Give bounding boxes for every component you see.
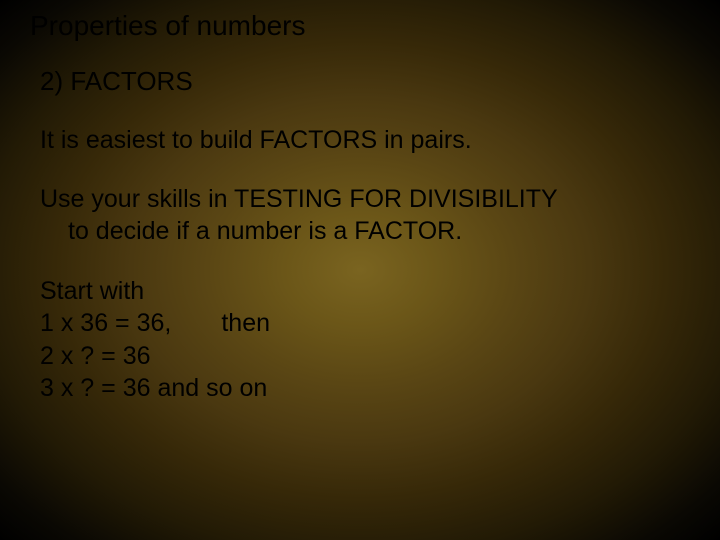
paragraph-2: Use your skills in TESTING FOR DIVISIBIL… (40, 184, 690, 247)
slide-title: Properties of numbers (30, 10, 690, 42)
slide-content: 2) FACTORS It is easiest to build FACTOR… (30, 66, 690, 405)
section-heading: 2) FACTORS (40, 66, 690, 97)
example-line-3: 2 x ? = 36 (40, 340, 690, 373)
example-line-2b: then (221, 309, 270, 337)
paragraph-1: It is easiest to build FACTORS in pairs. (40, 125, 690, 156)
slide: Properties of numbers 2) FACTORS It is e… (0, 0, 720, 540)
example-line-2a: 1 x 36 = 36, (40, 309, 171, 337)
paragraph-2-line2: to decide if a number is a FACTOR. (40, 216, 690, 247)
example-line-2: 1 x 36 = 36, then (40, 307, 690, 340)
paragraph-2-line1: Use your skills in TESTING FOR DIVISIBIL… (40, 185, 558, 213)
example-block: Start with 1 x 36 = 36, then 2 x ? = 36 3… (40, 275, 690, 405)
example-line-4: 3 x ? = 36 and so on (40, 372, 690, 405)
example-line-1: Start with (40, 275, 690, 308)
